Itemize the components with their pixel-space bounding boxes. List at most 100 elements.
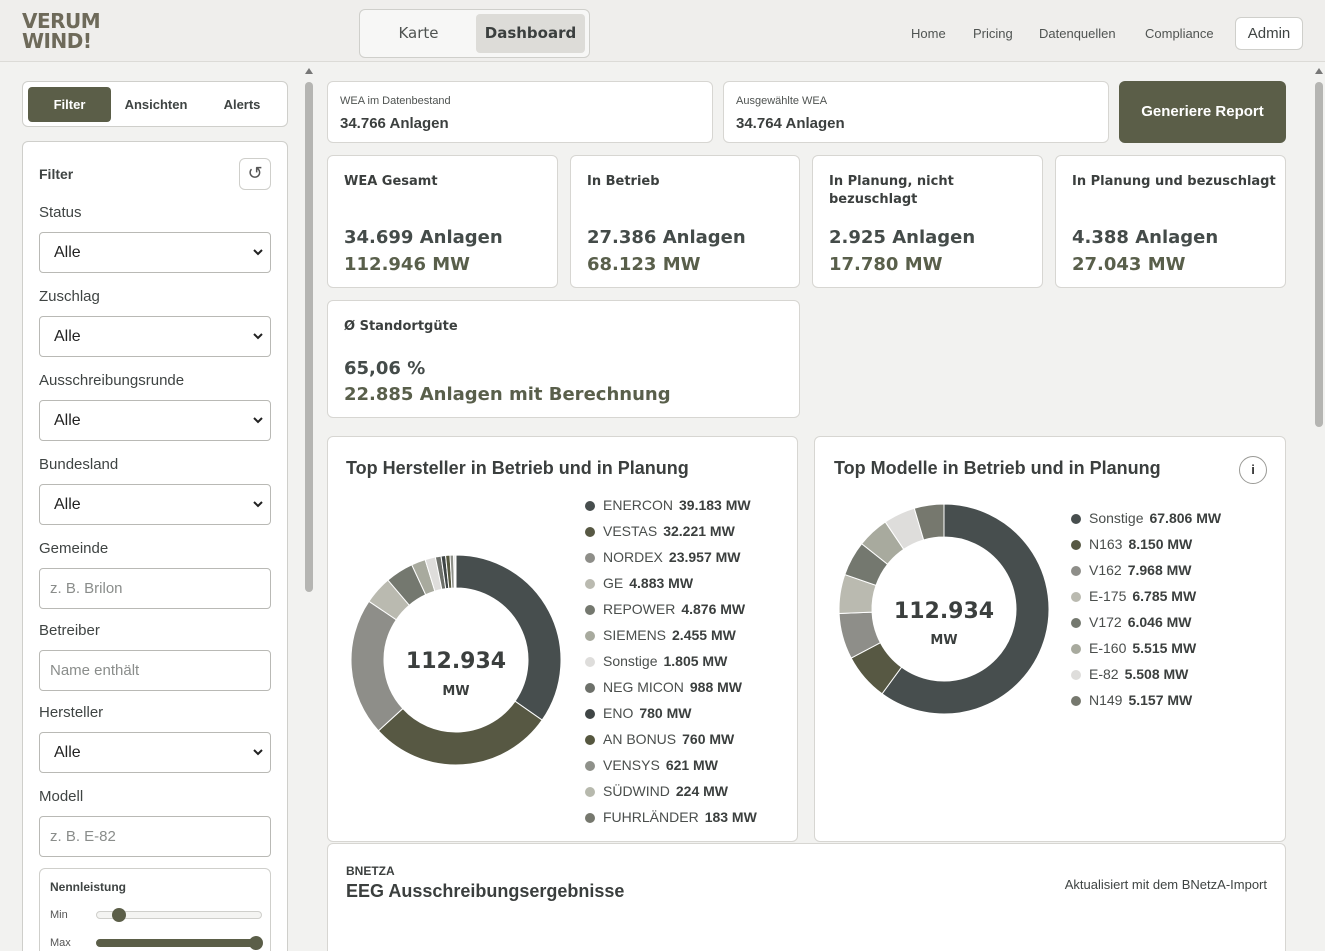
bundesland-select[interactable]: Alle bbox=[39, 484, 271, 525]
logo[interactable]: VERUM WIND! bbox=[22, 11, 132, 51]
legend-item[interactable]: AN BONUS 760 MW bbox=[585, 730, 734, 748]
status-select[interactable]: Alle bbox=[39, 232, 271, 273]
legend-value: 7.968 MW bbox=[1127, 562, 1192, 578]
chart-title: Top Hersteller in Betrieb und in Planung bbox=[346, 458, 689, 478]
reset-filter-button[interactable]: ↺ bbox=[239, 158, 271, 190]
donut-slice-sonstige[interactable] bbox=[881, 503, 1050, 715]
legend-label: VENSYS bbox=[603, 757, 660, 773]
stat-card-wea-gesamt: WEA Gesamt 34.699 Anlagen 112.946 MW bbox=[327, 155, 558, 288]
legend-item[interactable]: REPOWER 4.876 MW bbox=[585, 600, 745, 618]
betreiber-input[interactable] bbox=[39, 650, 271, 691]
slider-thumb-min[interactable] bbox=[112, 908, 127, 922]
legend-value: 2.455 MW bbox=[672, 627, 736, 643]
donut-slice-n149[interactable] bbox=[913, 503, 945, 541]
chart-card-hersteller: Top Hersteller in Betrieb und in Planung… bbox=[327, 436, 798, 842]
zuschlag-select[interactable]: Alle bbox=[39, 316, 271, 357]
nennleistung-max-slider[interactable] bbox=[96, 936, 263, 950]
view-toggle-karte[interactable]: Karte bbox=[398, 24, 439, 42]
legend-label: ENO bbox=[603, 705, 634, 721]
nav-link-home[interactable]: Home bbox=[911, 26, 946, 41]
legend-item[interactable]: N149 5.157 MW bbox=[1071, 691, 1192, 709]
legend-item[interactable]: VESTAS 32.221 MW bbox=[585, 522, 735, 540]
generate-report-button[interactable]: Generiere Report bbox=[1119, 81, 1286, 143]
wea-ausgewaehlt-card: Ausgewählte WEA 34.764 Anlagen bbox=[723, 81, 1109, 143]
legend-item[interactable]: ENERCON 39.183 MW bbox=[585, 496, 751, 514]
betreiber-label: Betreiber bbox=[39, 622, 100, 639]
legend-dot-icon bbox=[585, 631, 595, 641]
nav-link-pricing[interactable]: Pricing bbox=[973, 26, 1013, 41]
admin-button[interactable]: Admin bbox=[1235, 17, 1303, 50]
legend-item[interactable]: ENO 780 MW bbox=[585, 704, 691, 722]
legend-value: 6.046 MW bbox=[1127, 614, 1192, 630]
eeg-card: BNETZA EEG Ausschreibungsergebnisse Aktu… bbox=[327, 843, 1286, 951]
donut-slice-enercon[interactable] bbox=[455, 554, 562, 721]
legend-item[interactable]: SÜDWIND 224 MW bbox=[585, 782, 728, 800]
donut-slice-fuhrländer[interactable] bbox=[454, 554, 457, 589]
legend-item[interactable]: V172 6.046 MW bbox=[1071, 613, 1192, 631]
legend-dot-icon bbox=[1071, 566, 1081, 576]
donut-slice-nordex[interactable] bbox=[350, 600, 404, 732]
nennleistung-min-slider[interactable] bbox=[96, 908, 262, 922]
stat-anlagen: 27.386 Anlagen bbox=[587, 227, 746, 248]
donut-chart-modelle: 112.934 MW bbox=[838, 503, 1050, 715]
legend-value: 988 MW bbox=[689, 679, 743, 695]
gemeinde-input[interactable] bbox=[39, 568, 271, 609]
wea-ausgewaehlt-value: 34.764 Anlagen bbox=[736, 115, 845, 132]
sidebar-scroll-thumb[interactable] bbox=[305, 82, 313, 592]
tab-alerts[interactable]: Alerts bbox=[223, 97, 261, 112]
ausschreibungsrunde-select-value: Alle bbox=[54, 412, 81, 429]
legend-item[interactable]: E-160 5.515 MW bbox=[1071, 639, 1196, 657]
standortguete-percent: 65,06 % bbox=[344, 358, 426, 379]
eeg-source: BNETZA bbox=[346, 864, 395, 878]
legend-item[interactable]: Sonstige 67.806 MW bbox=[1071, 509, 1221, 527]
tab-filter[interactable]: Filter bbox=[28, 87, 111, 122]
tab-ansichten[interactable]: Ansichten bbox=[124, 97, 188, 112]
bundesland-select-value: Alle bbox=[54, 496, 81, 513]
legend-item[interactable]: FUHRLÄNDER 183 MW bbox=[585, 808, 757, 826]
slider-thumb-max[interactable] bbox=[249, 936, 263, 950]
main-scroll-thumb[interactable] bbox=[1315, 82, 1323, 427]
nav-link-datenquellen[interactable]: Datenquellen bbox=[1039, 26, 1116, 41]
sidebar-scrollbar[interactable] bbox=[303, 64, 315, 951]
legend-item[interactable]: E-82 5.508 MW bbox=[1071, 665, 1188, 683]
legend-dot-icon bbox=[585, 501, 595, 511]
logo-line-1: VERUM bbox=[22, 9, 101, 33]
nav-link-compliance[interactable]: Compliance bbox=[1145, 26, 1214, 41]
legend-item[interactable]: GE 4.883 MW bbox=[585, 574, 693, 592]
standortguete-card: Ø Standortgüte 65,06 % 22.885 Anlagen mi… bbox=[327, 300, 800, 418]
status-select-value: Alle bbox=[54, 244, 81, 261]
legend-value: 5.508 MW bbox=[1124, 666, 1189, 682]
legend-item[interactable]: NEG MICON 988 MW bbox=[585, 678, 742, 696]
legend-item[interactable]: V162 7.968 MW bbox=[1071, 561, 1192, 579]
donut-center-value: 112.934 bbox=[406, 649, 506, 674]
legend-value: 23.957 MW bbox=[668, 549, 741, 565]
legend-label: N149 bbox=[1089, 692, 1123, 708]
legend-item[interactable]: N163 8.150 MW bbox=[1071, 535, 1192, 553]
info-button[interactable]: i bbox=[1239, 456, 1267, 484]
view-toggle: Karte Dashboard bbox=[359, 9, 590, 58]
donut-slice-vestas[interactable] bbox=[377, 700, 543, 766]
legend-value: 32.221 MW bbox=[663, 523, 735, 539]
zuschlag-label: Zuschlag bbox=[39, 288, 100, 305]
legend-label: AN BONUS bbox=[603, 731, 677, 747]
view-toggle-dashboard[interactable]: Dashboard bbox=[476, 14, 585, 53]
legend-label: E-175 bbox=[1089, 588, 1127, 604]
legend-item[interactable]: Sonstige 1.805 MW bbox=[585, 652, 727, 670]
legend-dot-icon bbox=[585, 683, 595, 693]
ausschreibungsrunde-select[interactable]: Alle bbox=[39, 400, 271, 441]
modell-input[interactable] bbox=[39, 816, 271, 857]
legend-item[interactable]: NORDEX 23.957 MW bbox=[585, 548, 741, 566]
legend-dot-icon bbox=[1071, 592, 1081, 602]
scroll-up-icon[interactable] bbox=[1315, 68, 1323, 74]
legend-dot-icon bbox=[1071, 644, 1081, 654]
hersteller-select[interactable]: Alle bbox=[39, 732, 271, 773]
logo-line-2: WIND! bbox=[22, 29, 92, 53]
legend-label: Sonstige bbox=[1089, 510, 1144, 526]
legend-item[interactable]: SIEMENS 2.455 MW bbox=[585, 626, 736, 644]
scroll-up-icon[interactable] bbox=[305, 68, 313, 74]
main-scrollbar[interactable] bbox=[1313, 64, 1325, 951]
legend-value: 5.515 MW bbox=[1132, 640, 1197, 656]
wea-bestand-label: WEA im Datenbestand bbox=[340, 95, 451, 107]
legend-item[interactable]: VENSYS 621 MW bbox=[585, 756, 718, 774]
legend-item[interactable]: E-175 6.785 MW bbox=[1071, 587, 1196, 605]
